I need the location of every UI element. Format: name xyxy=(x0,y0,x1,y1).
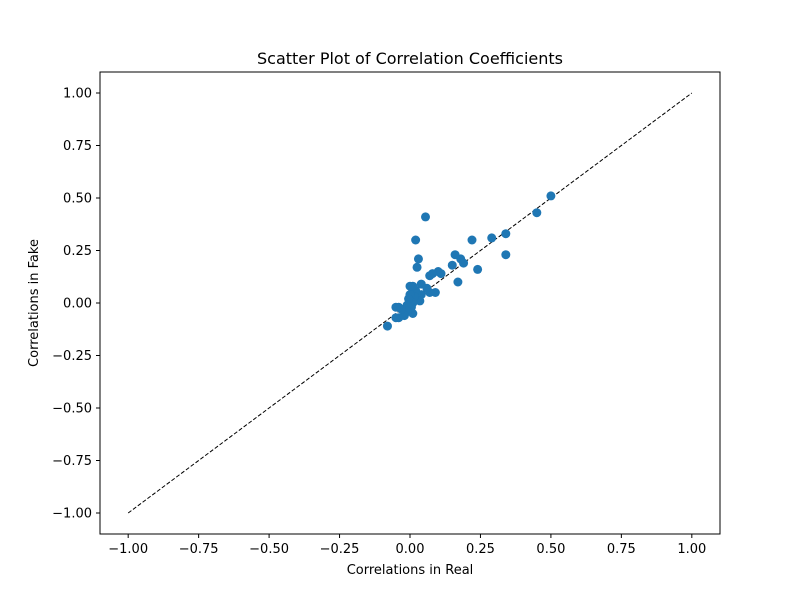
scatter-point xyxy=(391,302,401,312)
x-tick-label: 1.00 xyxy=(677,542,706,557)
y-tick-label: 0.50 xyxy=(63,192,92,207)
x-tick-label: −0.75 xyxy=(179,542,219,557)
x-tick-label: −1.00 xyxy=(108,542,148,557)
x-tick-label: 0.50 xyxy=(536,542,565,557)
scatter-point xyxy=(391,313,401,323)
scatter-point xyxy=(411,235,421,245)
scatter-point xyxy=(405,281,415,291)
scatter-point xyxy=(421,212,430,222)
y-tick-label: 1.00 xyxy=(63,87,92,102)
y-axis-ticks: −1.00 −0.75 −0.50 −0.25 0.00 0.25 0.50 0.75 1.00 xyxy=(52,87,100,522)
scatter-point xyxy=(425,271,435,281)
y-tick-label: −0.50 xyxy=(52,402,92,417)
x-tick-label: 0.25 xyxy=(466,542,495,557)
x-tick-label: 0.00 xyxy=(396,542,425,557)
scatter-point xyxy=(453,277,463,287)
scatter-point xyxy=(501,229,511,239)
points-layer xyxy=(382,191,556,331)
y-tick-label: 0.75 xyxy=(63,139,92,154)
x-tick-label: 0.75 xyxy=(607,542,636,557)
y-tick-label: 0.25 xyxy=(63,244,92,259)
scatter-point xyxy=(412,262,422,272)
scatter-point xyxy=(501,250,511,260)
x-axis-label: Correlations in Real xyxy=(347,563,474,578)
scatter-point xyxy=(467,235,477,245)
x-tick-label: −0.50 xyxy=(249,542,289,557)
scatter-point xyxy=(413,254,423,264)
y-axis-label: Correlations in Fake xyxy=(27,239,42,367)
y-tick-label: 0.00 xyxy=(63,297,92,312)
scatter-point xyxy=(382,321,392,331)
x-tick-label: −0.25 xyxy=(320,542,360,557)
x-axis-ticks: −1.00 −0.75 −0.50 −0.25 0.00 0.25 0.50 0.75 1.00 xyxy=(108,534,706,557)
chart-title: Scatter Plot of Correlation Coefficients xyxy=(257,49,563,68)
scatter-point xyxy=(532,208,542,218)
scatter-point xyxy=(487,233,497,243)
scatter-point xyxy=(473,264,483,274)
scatter-point xyxy=(546,191,556,201)
y-tick-label: −0.25 xyxy=(52,349,92,364)
scatter-point xyxy=(450,250,460,260)
scatter-point xyxy=(416,279,426,289)
y-tick-label: −1.00 xyxy=(52,507,92,522)
y-tick-label: −0.75 xyxy=(52,454,92,469)
scatter-point xyxy=(447,260,457,270)
